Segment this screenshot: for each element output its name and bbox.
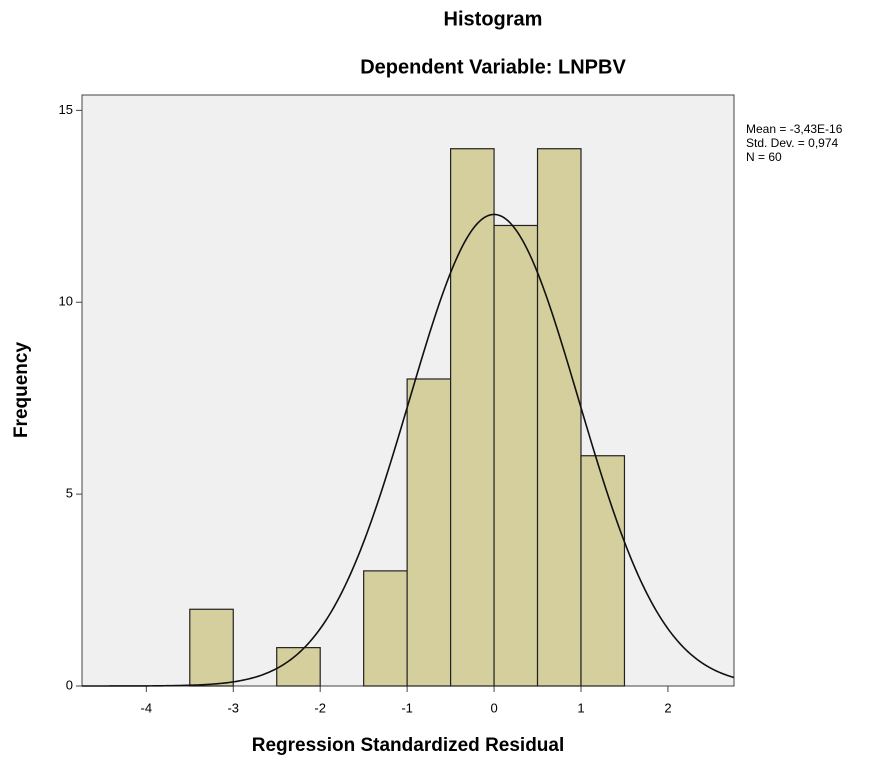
x-tick-label: -1 xyxy=(401,700,413,715)
y-tick-label: 15 xyxy=(59,102,73,117)
y-tick-label: 10 xyxy=(59,294,73,309)
x-tick-label: 2 xyxy=(664,700,671,715)
y-tick-label: 0 xyxy=(66,677,73,692)
x-tick-label: 1 xyxy=(577,700,584,715)
stat-label: Std. Dev. = 0,974 xyxy=(746,136,838,150)
bar xyxy=(406,378,452,687)
x-tick-label: -2 xyxy=(314,700,326,715)
bar xyxy=(580,455,626,687)
bar xyxy=(189,608,234,687)
x-tick-label: -3 xyxy=(227,700,239,715)
y-tick-label: 5 xyxy=(66,486,73,501)
x-tick-label: -4 xyxy=(141,700,153,715)
bar xyxy=(363,570,408,687)
y-axis-label: Frequency xyxy=(11,342,32,439)
stat-label: Mean = -3,43E-16 xyxy=(746,122,843,136)
normal-curve xyxy=(82,213,735,687)
chart-subtitle: Dependent Variable: LNPBV xyxy=(360,56,626,78)
x-axis-label: Regression Standardized Residual xyxy=(252,735,565,756)
chart-title: Histogram xyxy=(444,8,543,30)
bar xyxy=(536,148,582,687)
stat-label: N = 60 xyxy=(746,150,782,164)
bar xyxy=(493,224,539,687)
x-tick-label: 0 xyxy=(490,700,497,715)
